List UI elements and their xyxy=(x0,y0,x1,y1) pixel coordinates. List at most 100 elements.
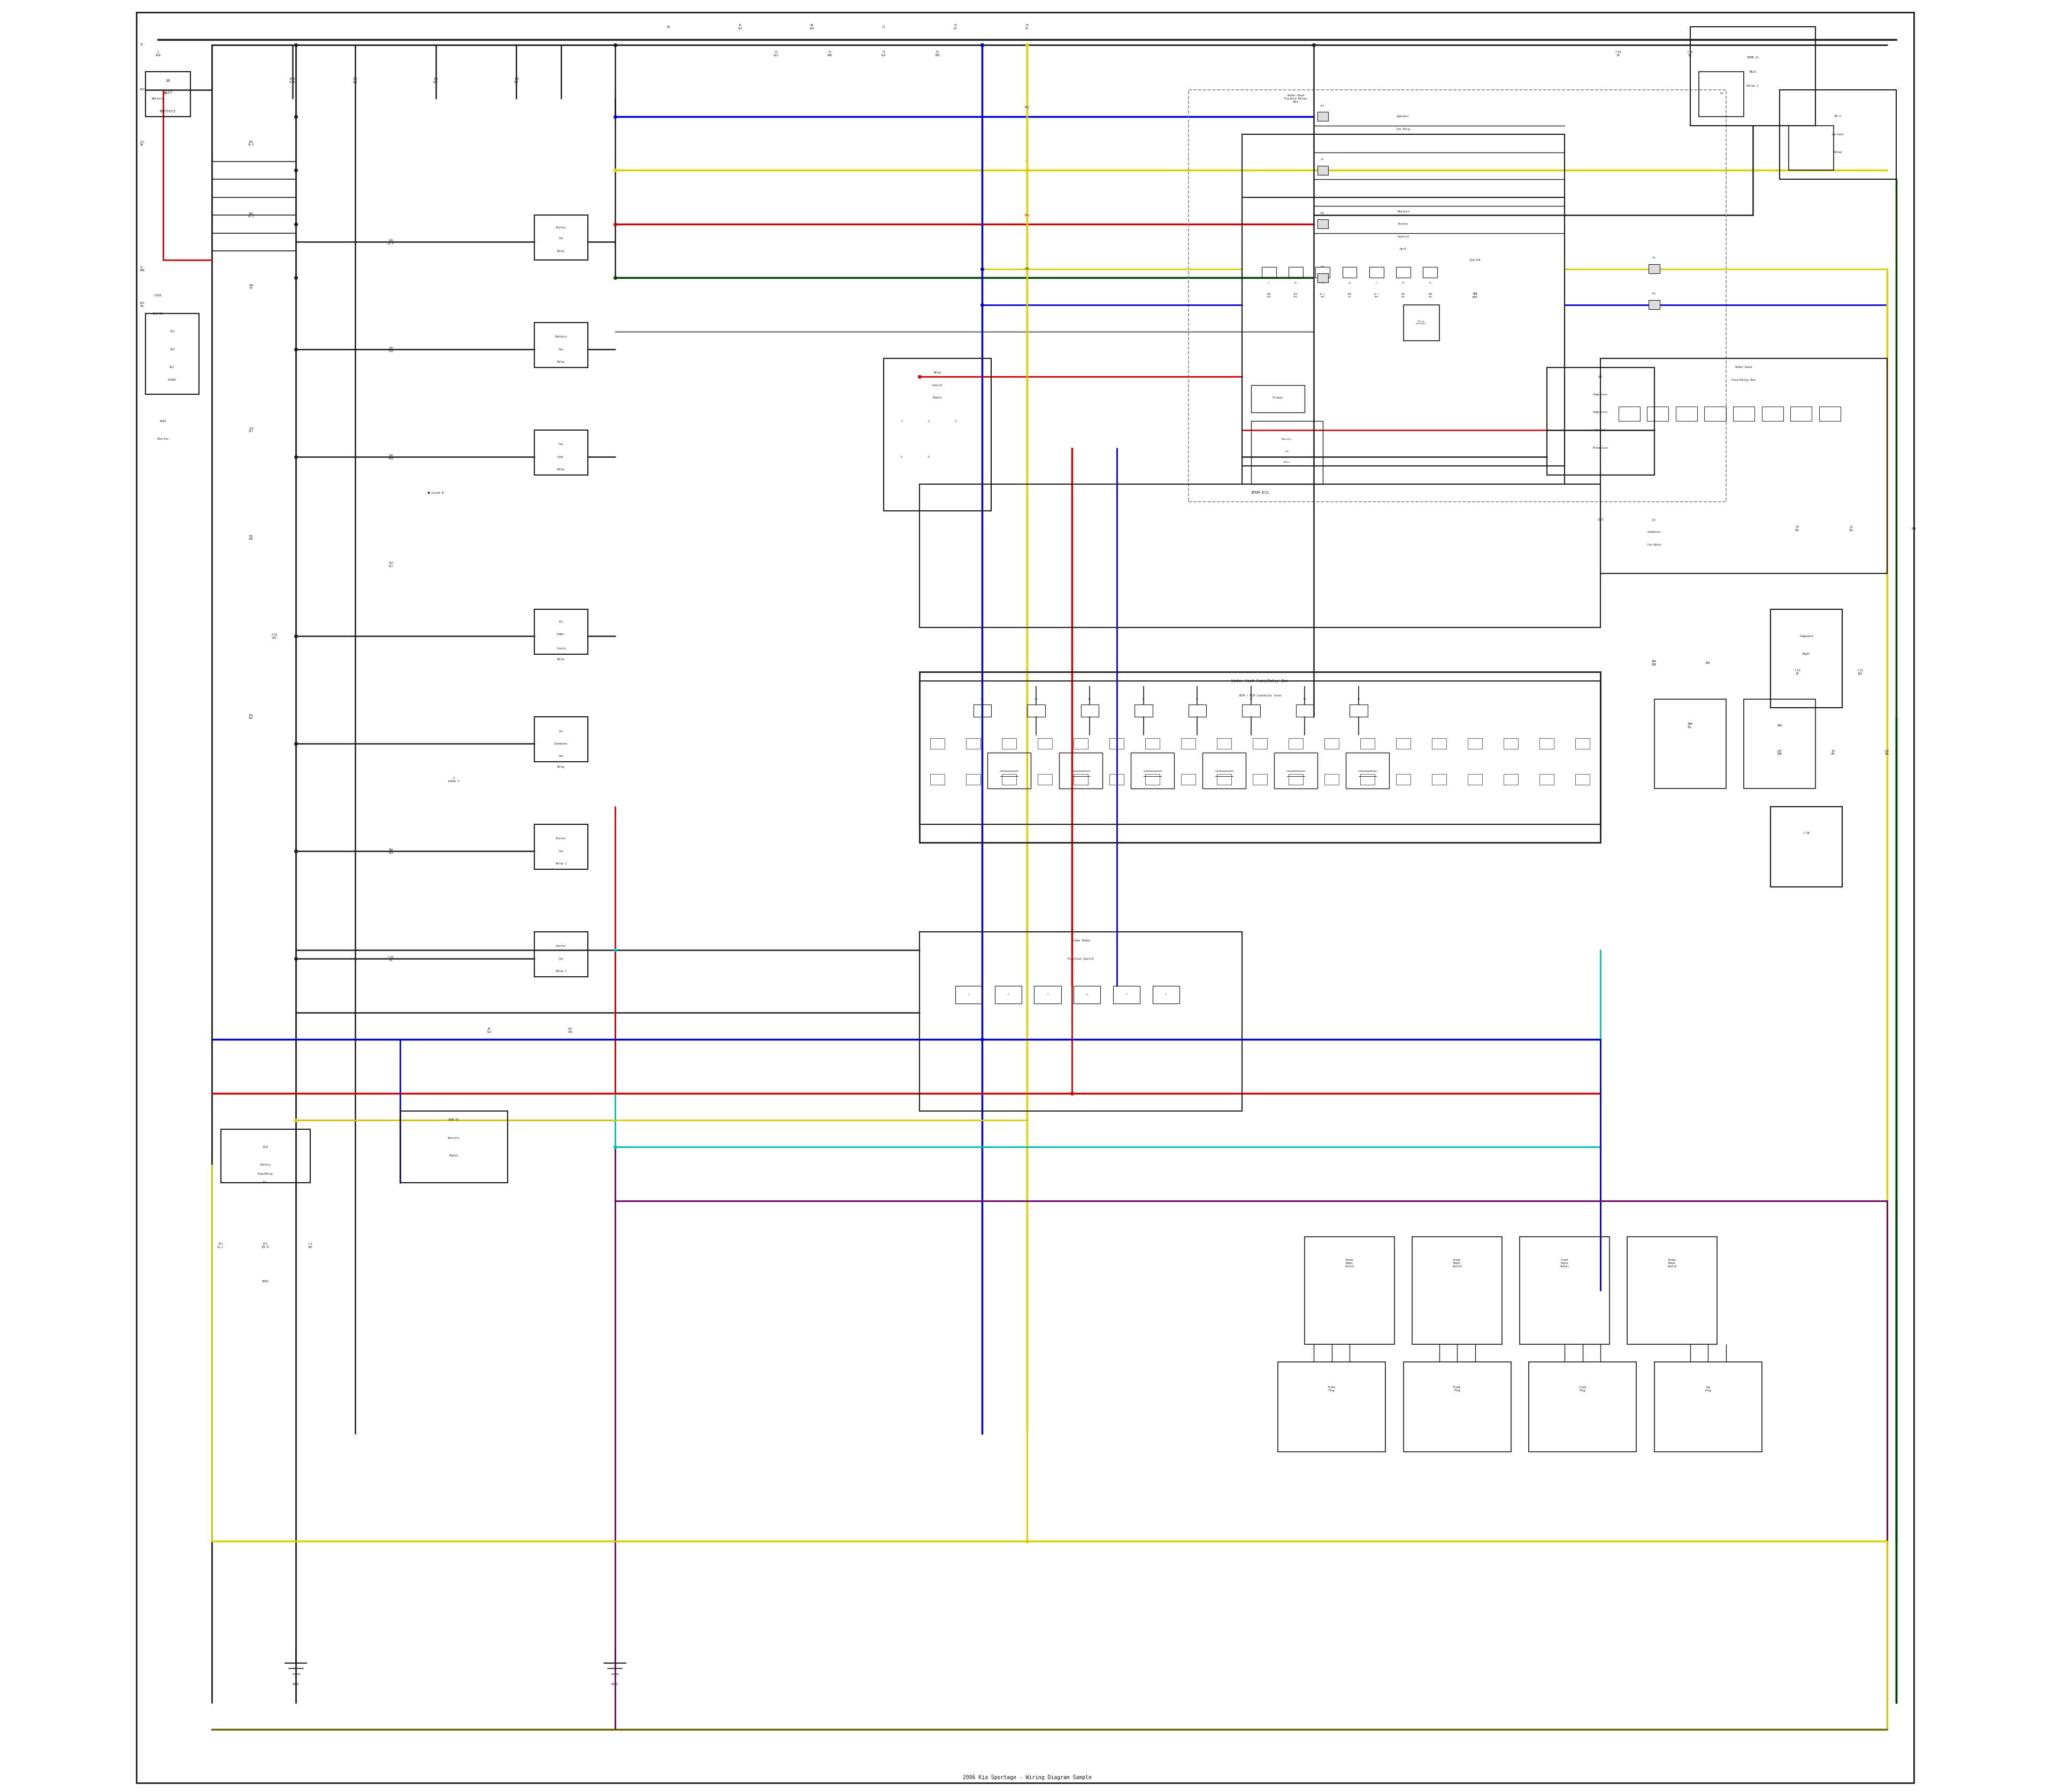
Bar xyxy=(1345,753,1389,788)
Text: F3: F3 xyxy=(1035,697,1037,701)
Text: Brake
Plug: Brake Plug xyxy=(1454,1385,1460,1392)
Text: 15A
A22: 15A A22 xyxy=(353,77,357,84)
Bar xyxy=(1288,267,1302,278)
Text: 40A
A1-4: 40A A1-4 xyxy=(388,238,394,246)
Bar xyxy=(1113,986,1140,1004)
Text: BLK
YEL: BLK YEL xyxy=(140,301,144,308)
Bar xyxy=(1600,358,1888,573)
Text: 10: 10 xyxy=(166,79,170,82)
Text: 30A
A30: 30A A30 xyxy=(388,346,392,353)
Text: Condenser: Condenser xyxy=(1647,530,1662,534)
Text: GRN: GRN xyxy=(1025,267,1029,271)
Bar xyxy=(1325,738,1339,749)
Bar xyxy=(1253,774,1267,785)
Text: Relay
Terminal: Relay Terminal xyxy=(1415,321,1428,324)
Text: Fuse/Relay: Fuse/Relay xyxy=(257,1172,273,1176)
Bar xyxy=(1243,197,1565,484)
Text: Unit: Unit xyxy=(1401,247,1407,251)
Bar xyxy=(1146,738,1161,749)
Bar xyxy=(1037,738,1052,749)
Bar xyxy=(1791,407,1812,421)
Text: Cond.: Cond. xyxy=(557,455,565,459)
Bar xyxy=(883,358,992,511)
Text: F4: F4 xyxy=(1304,697,1306,701)
Text: S001: S001 xyxy=(263,1279,269,1283)
Bar xyxy=(1216,774,1230,785)
Bar xyxy=(1146,774,1161,785)
Bar xyxy=(1060,753,1103,788)
Text: Cut: Cut xyxy=(559,849,563,853)
Text: 15A
A17: 15A A17 xyxy=(249,426,253,434)
Text: 15A
A17: 15A A17 xyxy=(388,561,392,568)
Text: Relay: Relay xyxy=(557,468,565,471)
Bar xyxy=(1647,407,1668,421)
Text: 10A
A4: 10A A4 xyxy=(249,283,253,290)
Text: 10: 10 xyxy=(1294,281,1298,285)
Text: A/C: A/C xyxy=(1598,375,1602,378)
Text: Crank
Angle
Sensor: Crank Angle Sensor xyxy=(1559,1260,1569,1267)
Bar xyxy=(1575,774,1590,785)
Text: 1G
BRN: 1G BRN xyxy=(140,265,144,272)
Text: 100A
A1-6: 100A A1-6 xyxy=(290,77,296,84)
Text: Thermal: Thermal xyxy=(1596,428,1606,432)
Bar xyxy=(146,72,191,116)
Text: Relay: Relay xyxy=(557,249,565,253)
Text: BRO: BRO xyxy=(1705,661,1711,665)
Text: Battery: Battery xyxy=(261,1163,271,1167)
Text: 7.5A
B6: 7.5A B6 xyxy=(1686,50,1692,57)
Bar xyxy=(1074,738,1089,749)
Text: Brake
Plug: Brake Plug xyxy=(1327,1385,1335,1392)
Text: 22: 22 xyxy=(1347,281,1352,285)
Text: GRN: GRN xyxy=(1912,527,1916,530)
Text: F3
GRN: F3 GRN xyxy=(828,50,832,57)
Text: BLK/CYN: BLK/CYN xyxy=(1469,258,1481,262)
Text: F2: F2 xyxy=(1195,697,1200,701)
Text: BRB
YEL: BRB YEL xyxy=(1347,294,1352,297)
Text: A/C: A/C xyxy=(559,729,563,733)
Text: Main: Main xyxy=(1750,70,1756,73)
Text: LHF
YEL: LHF YEL xyxy=(1886,749,1890,756)
Text: LHF
GRN: LHF GRN xyxy=(1777,749,1783,756)
Text: IPDM-ECU: IPDM-ECU xyxy=(1251,491,1269,495)
Text: Relay: Relay xyxy=(557,360,565,364)
Bar xyxy=(1403,305,1440,340)
Text: 7.5A
B5: 7.5A B5 xyxy=(1614,50,1621,57)
Text: 7.5A
B5: 7.5A B5 xyxy=(1795,668,1801,676)
Bar xyxy=(1317,272,1329,281)
Text: BLU: BLU xyxy=(1651,292,1656,296)
Text: Module: Module xyxy=(450,1154,458,1158)
Bar xyxy=(955,986,982,1004)
Text: L1: L1 xyxy=(1719,91,1723,95)
Text: I/G
SW: I/G SW xyxy=(140,140,144,147)
Text: B/1
BL-L: B/1 BL-L xyxy=(218,1242,224,1249)
Bar xyxy=(930,774,945,785)
Text: Protection: Protection xyxy=(1592,446,1608,450)
Text: G001: G001 xyxy=(292,1683,300,1686)
Text: Fuse/Relay Box: Fuse/Relay Box xyxy=(1732,378,1756,382)
Text: 7.5A
A5: 7.5A A5 xyxy=(388,955,394,962)
Text: F3: F3 xyxy=(1249,697,1253,701)
Bar xyxy=(1771,609,1842,708)
Text: Current: Current xyxy=(1832,133,1844,136)
Bar xyxy=(1288,774,1302,785)
Text: Under-Hood Fuse/Relay Box: Under-Hood Fuse/Relay Box xyxy=(1232,679,1288,683)
Bar xyxy=(1575,738,1590,749)
Text: Brake
Pedal
Switch: Brake Pedal Switch xyxy=(1668,1260,1676,1267)
Text: Cam
Plug: Cam Plug xyxy=(1705,1385,1711,1392)
Bar xyxy=(1403,1362,1512,1452)
Bar xyxy=(988,753,1031,788)
Bar xyxy=(1109,738,1124,749)
Text: Cut: Cut xyxy=(559,237,563,240)
Text: Relay 2: Relay 2 xyxy=(557,862,567,866)
Bar xyxy=(1762,407,1783,421)
Bar xyxy=(965,738,980,749)
Text: 2.5A
A25: 2.5A A25 xyxy=(271,633,277,640)
Text: 7.5
24V: 7.5 24V xyxy=(308,1242,312,1249)
Bar xyxy=(1074,986,1101,1004)
Text: BLK/YEL: BLK/YEL xyxy=(152,312,164,315)
Bar xyxy=(1002,738,1017,749)
Text: Radiator: Radiator xyxy=(555,335,567,339)
Text: 1
IGN: 1 IGN xyxy=(156,50,160,57)
Text: GRN: GRN xyxy=(1321,265,1325,269)
Text: Radiator: Radiator xyxy=(1397,115,1409,118)
